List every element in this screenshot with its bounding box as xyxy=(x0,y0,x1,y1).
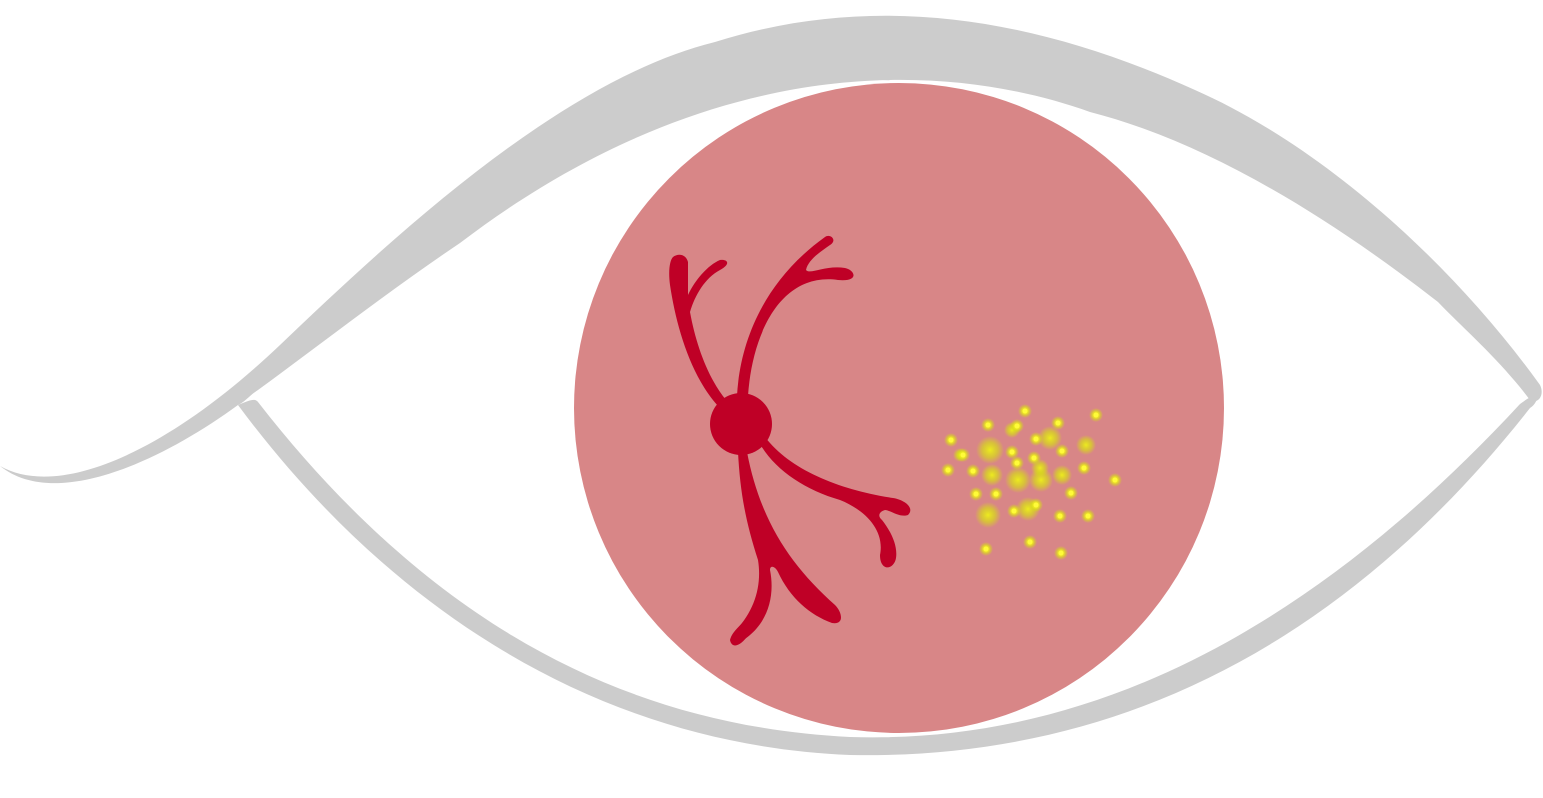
spot-core xyxy=(1027,539,1033,545)
spot-core xyxy=(1031,455,1037,461)
spot-glow xyxy=(1052,465,1072,485)
spot-core xyxy=(1112,477,1118,483)
spot-core xyxy=(983,546,989,552)
spot-core xyxy=(1081,465,1087,471)
spot-core xyxy=(993,491,999,497)
spot-glow xyxy=(1038,426,1062,450)
spot-glow xyxy=(981,464,1003,486)
upper-eyelid xyxy=(0,15,1542,484)
spot-core xyxy=(970,468,976,474)
spot-core xyxy=(1014,460,1020,466)
spot-core xyxy=(1068,490,1074,496)
lower-eyelid xyxy=(238,392,1540,756)
spot-core xyxy=(1022,408,1028,414)
spot-core xyxy=(1085,513,1091,519)
spot-core xyxy=(1033,436,1039,442)
spot-core xyxy=(1011,508,1017,514)
iris xyxy=(574,83,1224,733)
spot-core xyxy=(985,422,991,428)
spot-core xyxy=(1009,449,1015,455)
spot-core xyxy=(945,467,951,473)
spot-core xyxy=(1057,513,1063,519)
yellow-spot-cluster xyxy=(941,404,1122,560)
spot-core xyxy=(1093,412,1099,418)
spot-core xyxy=(948,437,954,443)
spot-core xyxy=(960,452,966,458)
spot-core xyxy=(1055,420,1061,426)
spot-glow xyxy=(1076,435,1096,455)
branching-blood-vessel-icon xyxy=(669,235,911,646)
spot-glow xyxy=(1005,467,1031,493)
vessel-node xyxy=(710,393,772,455)
spot-glow xyxy=(976,436,1004,464)
spot-core xyxy=(1058,550,1064,556)
spot-core xyxy=(1014,423,1020,429)
spot-core xyxy=(973,491,979,497)
spot-core xyxy=(1033,502,1039,508)
spot-core xyxy=(1059,448,1065,454)
spot-glow xyxy=(975,502,1001,528)
